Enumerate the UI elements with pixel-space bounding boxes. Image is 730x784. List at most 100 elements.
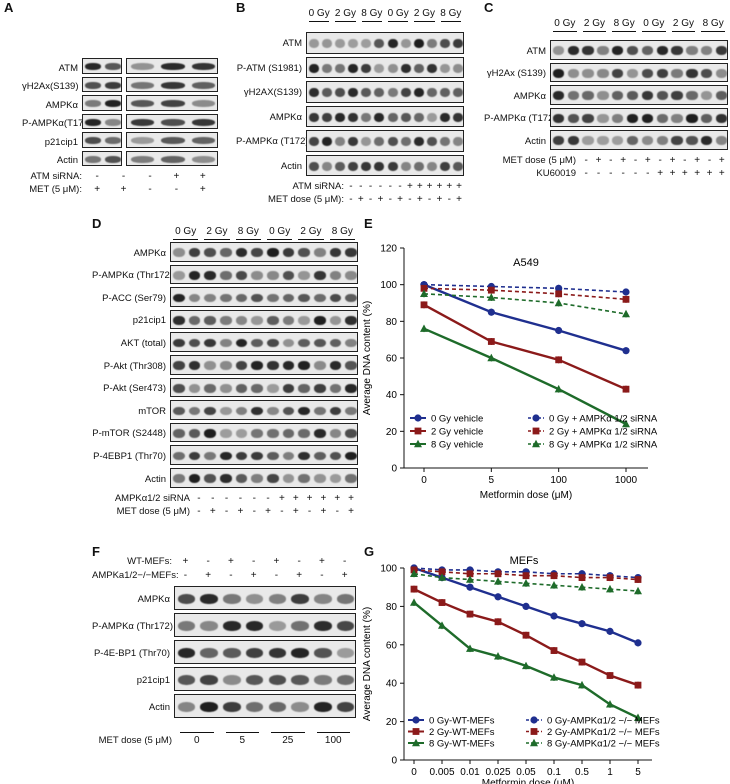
protein-band [266,316,279,325]
condition-sign: - [683,154,687,166]
protein-band [314,593,332,605]
protein-band [266,406,279,416]
protein-band [268,647,286,659]
protein-band [282,451,295,461]
protein-band [345,248,357,258]
protein-band [204,248,217,258]
data-point [634,639,642,647]
condition-sign: - [320,570,324,581]
data-point [487,308,495,316]
dose-underline [642,31,666,32]
blot-strip-left [82,76,122,92]
protein-band [308,39,319,49]
blot-row-label: ATM [58,62,78,74]
protein-band [177,593,195,605]
y-tick-label: 0 [391,756,397,767]
protein-band [321,63,332,73]
protein-band [361,137,372,147]
y-tick-label: 20 [386,717,398,728]
condition-label: AMPKα1/2 siRNA [114,492,190,504]
condition-sign: - [368,181,373,192]
protein-band [701,136,713,146]
dose-underline [267,239,293,240]
blot-strip [170,468,358,488]
protein-band [130,100,154,108]
condition-sign: + [377,194,384,205]
condition-sign: - [658,154,662,166]
protein-band [282,293,295,303]
x-tick-label: 0.025 [485,767,510,778]
protein-band [374,112,385,122]
data-point [634,586,642,595]
protein-band [313,451,326,461]
protein-band [321,161,332,171]
protein-band [282,474,295,484]
protein-band [235,293,248,303]
protein-band [291,593,309,605]
protein-band [223,593,241,605]
series-2 [420,324,630,428]
protein-band [282,271,295,280]
protein-band [321,112,332,122]
protein-band [313,293,326,303]
protein-band [400,161,411,171]
protein-band [313,271,326,280]
dose-header: 8 Gy [237,226,259,237]
series-line [423,283,627,293]
protein-band [345,316,357,325]
dose-underline [271,732,305,733]
protein-band [298,406,311,416]
protein-band [361,39,372,49]
protein-band [345,384,357,393]
protein-band [671,136,683,146]
condition-sign: + [446,181,453,192]
protein-band [188,293,201,303]
protein-band [235,474,248,484]
blot-strip [306,105,464,127]
y-tick-label: 100 [380,280,397,291]
panel-label-d: D [92,216,102,231]
protein-band [612,91,624,101]
blot-strip-left [82,132,122,148]
protein-band [387,161,398,171]
blot-strip-right [126,95,218,111]
data-point [522,572,530,580]
data-point [494,652,502,660]
data-point [410,569,418,577]
condition-sign: + [357,194,364,205]
blot-strip [550,130,728,150]
protein-band [552,113,565,123]
protein-band [329,429,342,438]
legend-marker [414,439,422,448]
protein-band [192,155,216,163]
blot-strip [170,355,358,375]
protein-band [172,316,185,325]
data-point [410,598,418,606]
protein-band [453,39,463,49]
dose-header: 0 Gy [269,226,291,237]
condition-sign: + [292,505,299,517]
blot-strip [170,377,358,398]
protein-band [313,338,326,348]
y-tick-label: 80 [386,317,398,328]
condition-sign: - [229,570,233,581]
data-point [550,612,558,620]
protein-band [413,39,424,49]
data-point [550,572,558,580]
protein-band [219,316,232,325]
protein-band [582,136,594,146]
protein-band [440,39,451,49]
protein-band [329,361,342,371]
protein-band [387,112,398,122]
protein-band [348,88,359,98]
protein-band [204,316,217,325]
data-point [438,573,446,581]
blot-row-label: P-ATM (S1981) [236,62,302,74]
legend-marker [414,427,422,435]
blot-row-label: P-AMPKα (T172) [484,113,557,125]
dose-underline [671,31,696,32]
blot-strip-left [82,150,122,166]
legend-label: 2 Gy-WT-MEFs [429,727,495,738]
data-point [466,570,474,578]
series-line [423,283,627,352]
